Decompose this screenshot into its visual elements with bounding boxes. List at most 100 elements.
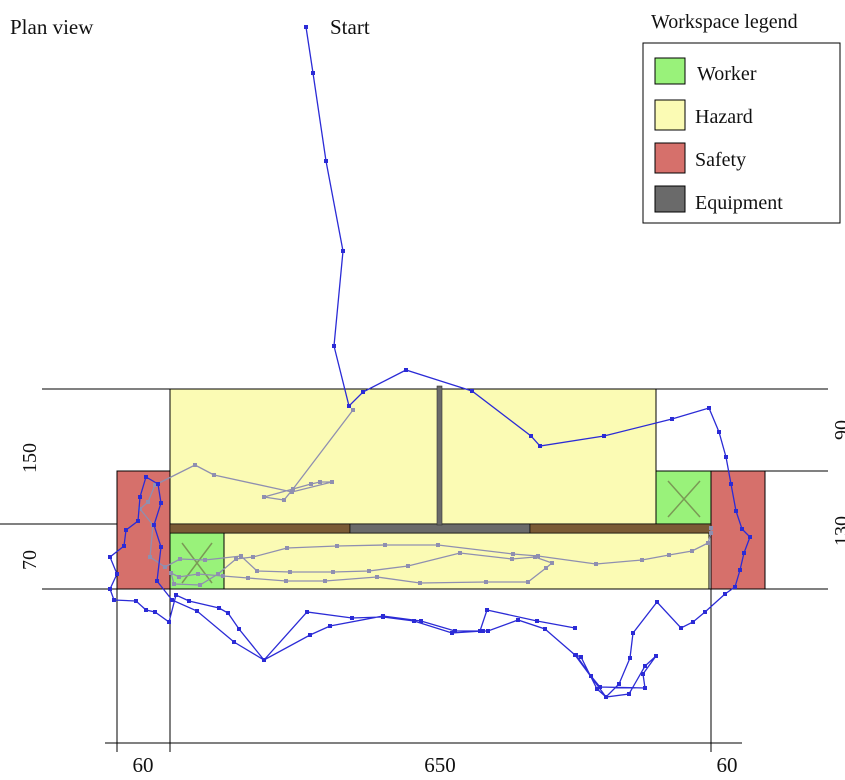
secondary-path-point xyxy=(544,566,548,570)
secondary-path-point xyxy=(169,571,173,575)
primary-path-point xyxy=(170,598,174,602)
primary-path-line xyxy=(109,26,751,698)
primary-path-point xyxy=(543,627,547,631)
primary-path-point xyxy=(478,629,482,633)
primary-path-point xyxy=(226,611,230,615)
rail-segment-right xyxy=(529,523,712,534)
secondary-path-point xyxy=(290,490,294,494)
primary-path-point xyxy=(304,25,308,29)
secondary-path-point xyxy=(318,480,322,484)
primary-path-point xyxy=(602,434,606,438)
primary-path-point xyxy=(717,430,721,434)
secondary-path-point xyxy=(246,576,250,580)
primary-path-point xyxy=(453,629,457,633)
equipment-post xyxy=(436,385,443,526)
primary-path-point xyxy=(144,608,148,612)
primary-path-point xyxy=(485,608,489,612)
secondary-path-point xyxy=(198,583,202,587)
secondary-path-point xyxy=(536,554,540,558)
equipment-rail-center xyxy=(349,523,531,534)
secondary-path-point xyxy=(550,561,554,565)
secondary-path-point xyxy=(375,575,379,579)
primary-path-point xyxy=(470,389,474,393)
primary-path-point xyxy=(237,627,241,631)
secondary-path-point xyxy=(351,408,355,412)
secondary-path-point xyxy=(706,541,710,545)
primary-path-point xyxy=(404,368,408,372)
secondary-path-point xyxy=(172,582,176,586)
secondary-path-point xyxy=(212,473,216,477)
primary-path-point xyxy=(144,475,148,479)
secondary-path-point xyxy=(282,498,286,502)
dim-label-left-top: 150 xyxy=(19,443,41,473)
legend-label-equipment: Equipment xyxy=(695,192,783,214)
dim-label-bottom-mid: 650 xyxy=(424,753,456,777)
primary-path-point xyxy=(174,593,178,597)
primary-path-point xyxy=(631,631,635,635)
primary-path-point xyxy=(641,672,645,676)
primary-path-point xyxy=(627,692,631,696)
primary-path-point xyxy=(136,519,140,523)
primary-path-point xyxy=(734,509,738,513)
primary-path-point xyxy=(655,600,659,604)
primary-path-point xyxy=(324,159,328,163)
hazard-zone-top xyxy=(169,388,657,525)
primary-path-point xyxy=(232,640,236,644)
primary-path-point xyxy=(738,568,742,572)
primary-path-point xyxy=(729,482,733,486)
primary-path-point xyxy=(217,606,221,610)
primary-path-point xyxy=(108,587,112,591)
legend-label-safety: Safety xyxy=(695,149,746,171)
secondary-path-point xyxy=(690,549,694,553)
primary-path-point xyxy=(153,610,157,614)
primary-path-point xyxy=(122,544,126,548)
primary-path-point xyxy=(481,629,485,633)
primary-path-point xyxy=(535,619,539,623)
primary-path-point xyxy=(124,528,128,532)
primary-path-point xyxy=(617,682,621,686)
primary-path-point xyxy=(486,629,490,633)
primary-path-point xyxy=(311,71,315,75)
primary-path-point xyxy=(679,626,683,630)
primary-path-point xyxy=(187,599,191,603)
secondary-path-point xyxy=(285,546,289,550)
secondary-path-point xyxy=(177,575,181,579)
secondary-path-point xyxy=(234,557,238,561)
primary-path-point xyxy=(733,585,737,589)
primary-path-point xyxy=(538,444,542,448)
primary-path-point xyxy=(573,626,577,630)
hazard-zone-bottom xyxy=(169,532,710,590)
primary-path-point xyxy=(134,599,138,603)
legend-swatch-worker xyxy=(654,57,686,85)
dim-label-right-bottom: 130 xyxy=(831,516,845,546)
secondary-path-point xyxy=(526,580,530,584)
secondary-path-point xyxy=(406,564,410,568)
primary-path-point xyxy=(167,620,171,624)
secondary-path-point xyxy=(291,487,295,491)
legend-swatch-equipment xyxy=(654,185,686,213)
primary-path-point xyxy=(643,664,647,668)
primary-path-point xyxy=(361,390,365,394)
primary-path-point xyxy=(450,631,454,635)
plan-view-title: Plan view xyxy=(10,15,94,39)
secondary-path-point xyxy=(239,554,243,558)
primary-path-point xyxy=(579,655,583,659)
secondary-path-point xyxy=(383,543,387,547)
primary-path-point xyxy=(305,610,309,614)
primary-path-point xyxy=(598,685,602,689)
secondary-path-point xyxy=(367,569,371,573)
primary-path-point xyxy=(412,619,416,623)
rail-segment-left xyxy=(169,523,351,534)
movement-paths xyxy=(108,25,752,699)
secondary-path-point xyxy=(221,574,225,578)
primary-path-point xyxy=(350,616,354,620)
secondary-path-point xyxy=(533,555,537,559)
secondary-path-line xyxy=(139,409,712,586)
primary-path-point xyxy=(529,434,533,438)
secondary-path-point xyxy=(510,557,514,561)
legend-items: Worker Hazard Safety Equipment xyxy=(654,57,783,214)
legend-title: Workspace legend xyxy=(651,11,798,33)
secondary-path-point xyxy=(309,482,313,486)
primary-path-point xyxy=(703,610,707,614)
